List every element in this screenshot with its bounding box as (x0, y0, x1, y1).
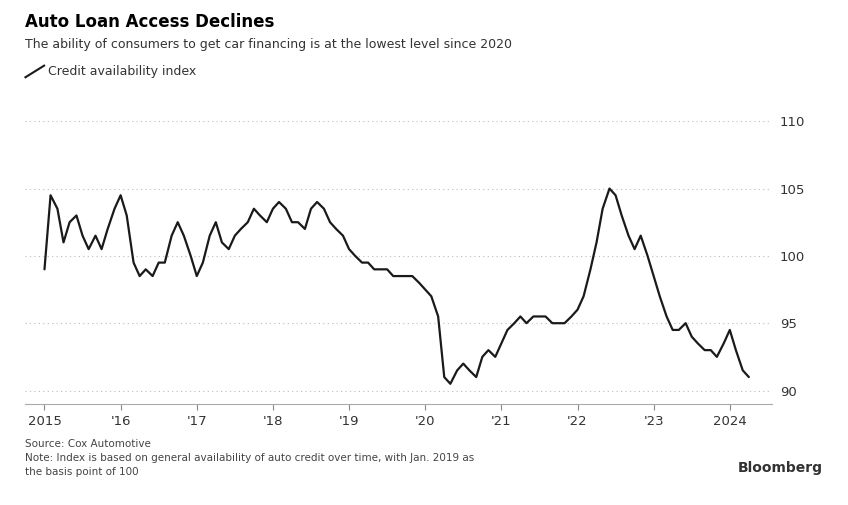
Text: The ability of consumers to get car financing is at the lowest level since 2020: The ability of consumers to get car fina… (25, 38, 512, 51)
Text: Credit availability index: Credit availability index (48, 65, 197, 78)
Text: Source: Cox Automotive
Note: Index is based on general availability of auto cred: Source: Cox Automotive Note: Index is ba… (25, 439, 475, 477)
Text: Auto Loan Access Declines: Auto Loan Access Declines (25, 13, 275, 31)
Text: Bloomberg: Bloomberg (738, 461, 823, 475)
